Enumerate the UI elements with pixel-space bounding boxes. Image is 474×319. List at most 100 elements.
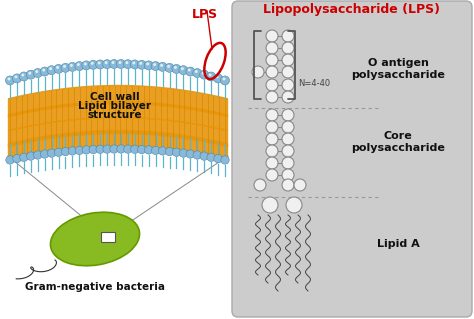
Circle shape: [200, 152, 209, 160]
Circle shape: [186, 150, 194, 158]
Circle shape: [61, 63, 70, 72]
Circle shape: [49, 67, 52, 70]
Circle shape: [252, 66, 264, 78]
Circle shape: [27, 152, 35, 160]
Circle shape: [63, 65, 66, 68]
Circle shape: [153, 63, 156, 66]
Circle shape: [77, 63, 80, 66]
Circle shape: [186, 67, 195, 76]
Ellipse shape: [50, 212, 139, 266]
Circle shape: [109, 60, 118, 69]
Circle shape: [179, 149, 188, 157]
Circle shape: [172, 64, 181, 73]
Circle shape: [193, 69, 202, 78]
Circle shape: [26, 70, 35, 79]
Circle shape: [282, 42, 294, 54]
Circle shape: [179, 66, 188, 75]
Circle shape: [12, 74, 21, 83]
FancyBboxPatch shape: [232, 1, 472, 317]
Circle shape: [68, 147, 77, 155]
Circle shape: [195, 70, 198, 73]
Circle shape: [202, 72, 205, 75]
Circle shape: [132, 62, 136, 64]
Circle shape: [222, 78, 226, 80]
Circle shape: [146, 63, 149, 65]
Circle shape: [174, 66, 177, 69]
Circle shape: [282, 121, 294, 133]
Circle shape: [13, 154, 21, 163]
Circle shape: [89, 60, 98, 69]
Circle shape: [110, 145, 118, 153]
Circle shape: [47, 149, 56, 157]
Circle shape: [130, 60, 139, 69]
Circle shape: [89, 145, 98, 154]
Circle shape: [105, 61, 108, 64]
Circle shape: [266, 66, 278, 78]
Circle shape: [172, 148, 181, 157]
Circle shape: [103, 145, 111, 153]
Circle shape: [137, 145, 146, 154]
Circle shape: [6, 156, 14, 164]
Circle shape: [139, 62, 142, 65]
Circle shape: [131, 145, 139, 153]
Circle shape: [137, 60, 146, 69]
Circle shape: [266, 133, 278, 145]
Circle shape: [188, 69, 191, 71]
Circle shape: [98, 62, 100, 64]
Circle shape: [19, 72, 28, 81]
Circle shape: [266, 157, 278, 169]
Circle shape: [70, 64, 73, 67]
Text: N=4-40: N=4-40: [298, 79, 330, 88]
Circle shape: [181, 67, 184, 70]
Circle shape: [117, 145, 125, 153]
Circle shape: [282, 157, 294, 169]
Circle shape: [167, 65, 170, 68]
Circle shape: [160, 64, 163, 67]
Circle shape: [266, 109, 278, 121]
Circle shape: [214, 154, 222, 163]
Text: Lipopolysaccharide (LPS): Lipopolysaccharide (LPS): [264, 3, 440, 16]
Circle shape: [56, 66, 59, 69]
Circle shape: [54, 64, 63, 73]
Circle shape: [75, 146, 83, 155]
Circle shape: [282, 66, 294, 78]
Text: Core
polysaccharide: Core polysaccharide: [351, 131, 445, 153]
Circle shape: [209, 73, 211, 77]
Circle shape: [266, 169, 278, 181]
Circle shape: [214, 74, 223, 83]
Circle shape: [6, 76, 15, 85]
Circle shape: [102, 60, 111, 69]
Circle shape: [91, 62, 94, 65]
Circle shape: [84, 63, 87, 65]
Circle shape: [19, 153, 28, 161]
Circle shape: [8, 78, 10, 80]
Circle shape: [221, 156, 229, 164]
Circle shape: [40, 150, 49, 158]
Circle shape: [282, 79, 294, 91]
Circle shape: [282, 179, 294, 191]
Text: Gram-negative bacteria: Gram-negative bacteria: [25, 282, 165, 292]
Circle shape: [282, 133, 294, 145]
Circle shape: [61, 147, 70, 156]
Circle shape: [35, 70, 38, 73]
Circle shape: [40, 67, 49, 76]
Text: Cell wall: Cell wall: [90, 92, 140, 102]
Circle shape: [266, 79, 278, 91]
Circle shape: [145, 146, 153, 154]
Circle shape: [286, 197, 302, 213]
Circle shape: [207, 153, 215, 161]
Circle shape: [55, 148, 63, 157]
Circle shape: [144, 61, 153, 70]
Circle shape: [126, 61, 128, 64]
Text: Lipid bilayer: Lipid bilayer: [79, 101, 152, 111]
Circle shape: [124, 145, 132, 153]
Circle shape: [152, 146, 160, 155]
Circle shape: [158, 63, 167, 71]
Circle shape: [47, 66, 56, 75]
Circle shape: [282, 91, 294, 103]
Circle shape: [220, 76, 229, 85]
Circle shape: [165, 147, 173, 156]
Circle shape: [216, 75, 219, 78]
Circle shape: [75, 62, 84, 70]
Circle shape: [266, 91, 278, 103]
